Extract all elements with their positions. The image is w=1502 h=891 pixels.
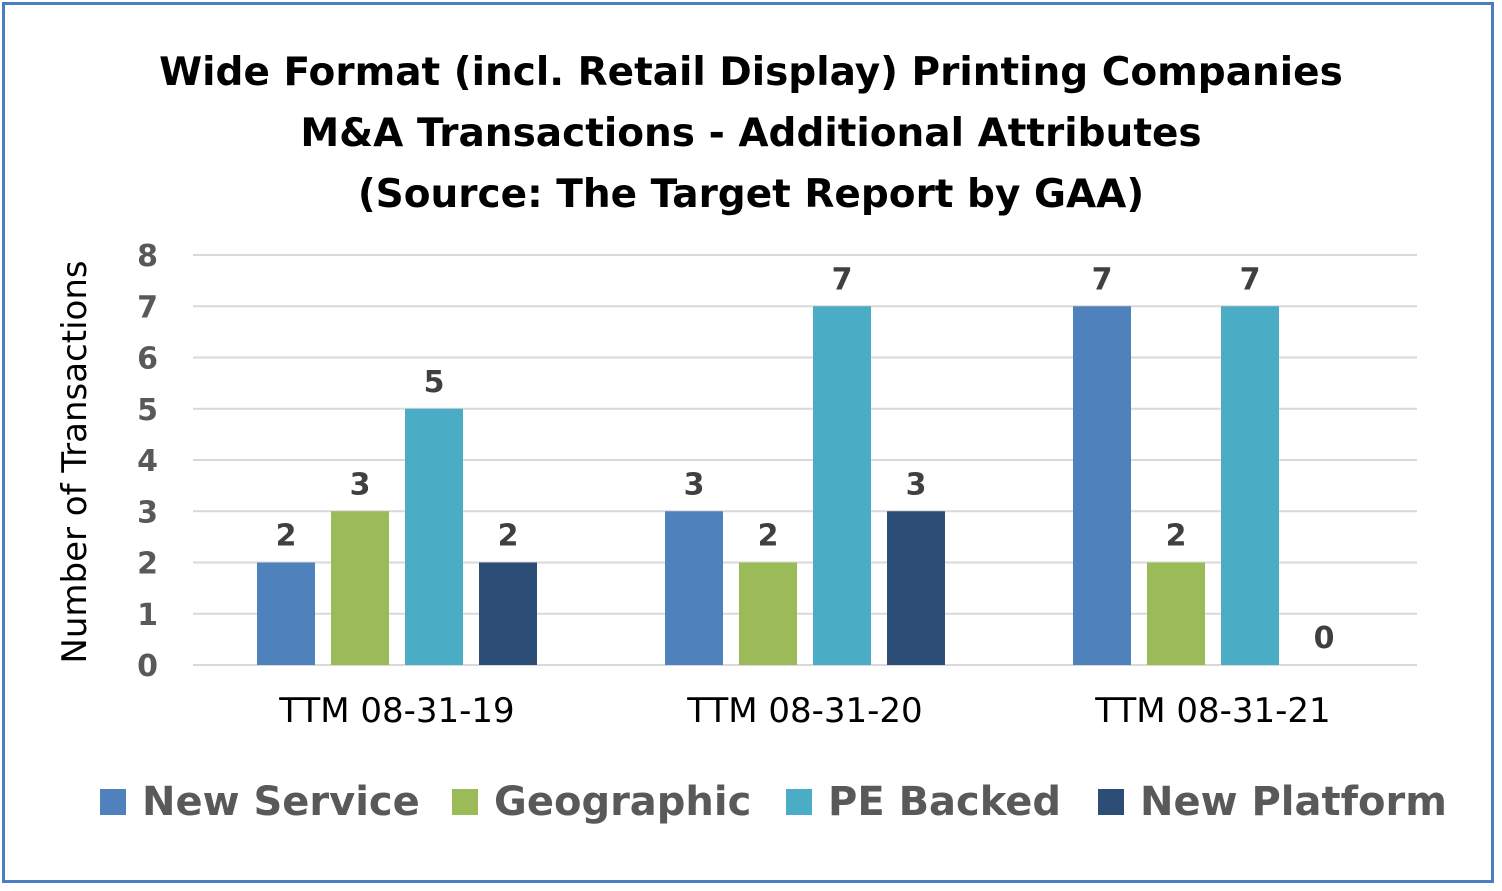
data-labels: 2 3 5 2 3 2 7 3 7 2 7 0: [276, 262, 1335, 656]
y-axis-ticks: 0 1 2 3 4 5 6 7 8: [137, 239, 158, 684]
bar-geographic: [1147, 562, 1205, 665]
x-category-label: TTM 08-31-20: [686, 691, 922, 731]
y-tick-label: 8: [137, 239, 158, 274]
x-category-label: TTM 08-31-21: [1094, 691, 1330, 731]
legend-swatch: [452, 789, 478, 815]
data-label: 5: [424, 365, 445, 400]
legend-label: New Service: [142, 779, 420, 825]
y-axis-label: Number of Transactions: [55, 260, 95, 663]
legend: New Service Geographic PE Backed New Platfo…: [0, 772, 1502, 832]
legend-swatch: [100, 789, 126, 815]
legend-label: Geographic: [494, 779, 752, 825]
bar-new-service: [1073, 306, 1131, 665]
data-label: 3: [350, 467, 371, 502]
data-label: 3: [684, 467, 705, 502]
legend-label: New Platform: [1140, 779, 1447, 825]
data-label: 2: [1166, 519, 1187, 554]
legend-swatch: [786, 789, 812, 815]
bar-new-platform: [479, 562, 537, 665]
bar-new-service: [257, 562, 315, 665]
y-tick-label: 0: [137, 649, 158, 684]
data-label: 2: [276, 519, 297, 554]
legend-item-geographic: Geographic: [452, 772, 751, 832]
legend-item-new-platform: New Platform: [1098, 772, 1447, 832]
chart-title-line-3: (Source: The Target Report by GAA): [357, 172, 1145, 217]
chart-title: Wide Format (incl. Retail Display) Print…: [0, 42, 1502, 225]
data-label: 2: [498, 519, 519, 554]
bar-new-platform: [887, 511, 945, 665]
x-axis-categories: TTM 08-31-19 TTM 08-31-20 TTM 08-31-21: [278, 691, 1330, 731]
legend-item-pe-backed: PE Backed: [786, 772, 1061, 832]
chart-title-line-2: M&A Transactions - Additional Attributes: [300, 111, 1202, 156]
bar-geographic: [739, 562, 797, 665]
x-category-label: TTM 08-31-19: [278, 691, 514, 731]
y-tick-label: 5: [137, 393, 158, 428]
y-tick-label: 7: [137, 290, 158, 325]
data-label: 7: [1092, 262, 1113, 297]
legend-item-new-service: New Service: [100, 772, 420, 832]
bar-pe-backed: [1221, 306, 1279, 665]
data-label: 3: [906, 467, 927, 502]
legend-swatch: [1098, 789, 1124, 815]
bar-geographic: [331, 511, 389, 665]
y-tick-label: 3: [137, 495, 158, 530]
bar-pe-backed: [813, 306, 871, 665]
data-label: 0: [1314, 621, 1335, 656]
y-tick-label: 1: [137, 598, 158, 633]
y-tick-label: 6: [137, 342, 158, 377]
y-tick-label: 2: [137, 547, 158, 582]
data-label: 2: [758, 519, 779, 554]
gridlines: [193, 254, 1417, 666]
bar-new-service: [665, 511, 723, 665]
bars: [257, 306, 1279, 665]
data-label: 7: [832, 262, 853, 297]
legend-label: PE Backed: [828, 779, 1062, 825]
chart-title-line-1: Wide Format (incl. Retail Display) Print…: [159, 50, 1343, 95]
y-tick-label: 4: [137, 444, 158, 479]
data-label: 7: [1240, 262, 1261, 297]
bar-pe-backed: [405, 408, 463, 665]
